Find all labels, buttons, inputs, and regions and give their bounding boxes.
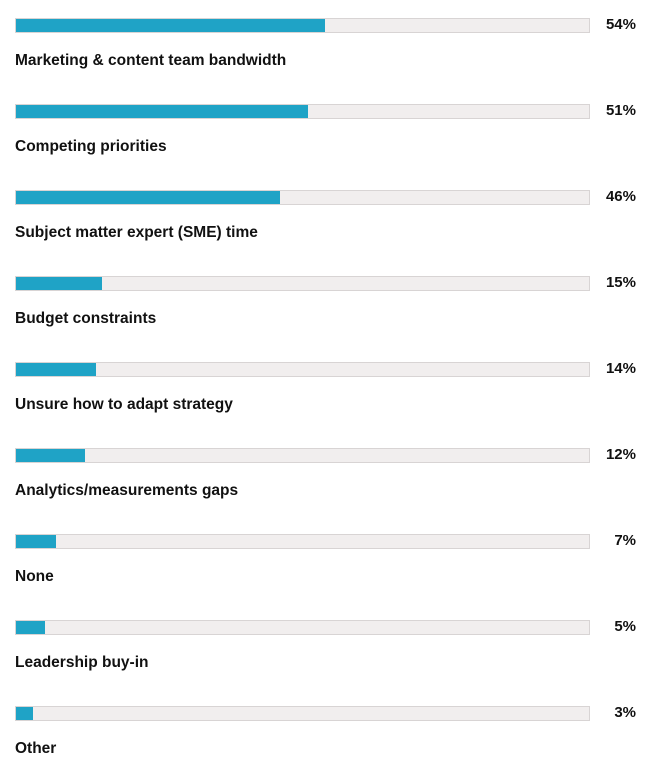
- bar: [16, 19, 326, 32]
- bar-track: [15, 362, 590, 377]
- bar-track: [15, 18, 590, 33]
- bar-row: 7% None: [0, 532, 654, 594]
- bar-track: [15, 534, 590, 549]
- bar-track: [15, 190, 590, 205]
- data-label: 12%: [605, 446, 636, 463]
- bar: [16, 707, 34, 720]
- data-label: 7%: [614, 532, 636, 549]
- category-label: Leadership buy-in: [15, 654, 149, 671]
- bar-row: 46% Subject matter expert (SME) time: [0, 188, 654, 250]
- bar: [16, 535, 57, 548]
- bar-track: [15, 276, 590, 291]
- bar-track: [15, 104, 590, 119]
- bar-track: [15, 448, 590, 463]
- data-label: 54%: [605, 16, 636, 33]
- bar: [16, 621, 45, 634]
- bar-row: 15% Budget constraints: [0, 274, 654, 336]
- data-label: 51%: [605, 102, 636, 119]
- bar-track: [15, 706, 590, 721]
- data-label: 3%: [614, 704, 636, 721]
- bar: [16, 363, 97, 376]
- category-label: Subject matter expert (SME) time: [15, 224, 258, 241]
- bar-row: 12% Analytics/measurements gaps: [0, 446, 654, 508]
- bar-row: 51% Competing priorities: [0, 102, 654, 164]
- category-label: Budget constraints: [15, 310, 157, 327]
- bar: [16, 105, 309, 118]
- data-label: 46%: [605, 188, 636, 205]
- bar-row: 5% Leadership buy-in: [0, 618, 654, 680]
- bar-track: [15, 620, 590, 635]
- bar-row: 3% Other: [0, 704, 654, 766]
- data-label: 15%: [605, 274, 636, 291]
- bar: [16, 449, 85, 462]
- category-label: Marketing & content team bandwidth: [15, 52, 287, 69]
- category-label: Unsure how to adapt strategy: [15, 396, 233, 413]
- bar: [16, 277, 102, 290]
- bar-row: 14% Unsure how to adapt strategy: [0, 360, 654, 422]
- bar: [16, 191, 280, 204]
- data-label: 5%: [614, 618, 636, 635]
- category-label: Analytics/measurements gaps: [15, 482, 239, 499]
- bar-row: 54% Marketing & content team bandwidth: [0, 16, 654, 78]
- category-label: Competing priorities: [15, 138, 167, 155]
- category-label: None: [15, 568, 54, 585]
- data-label: 14%: [605, 360, 636, 377]
- category-label: Other: [15, 740, 57, 757]
